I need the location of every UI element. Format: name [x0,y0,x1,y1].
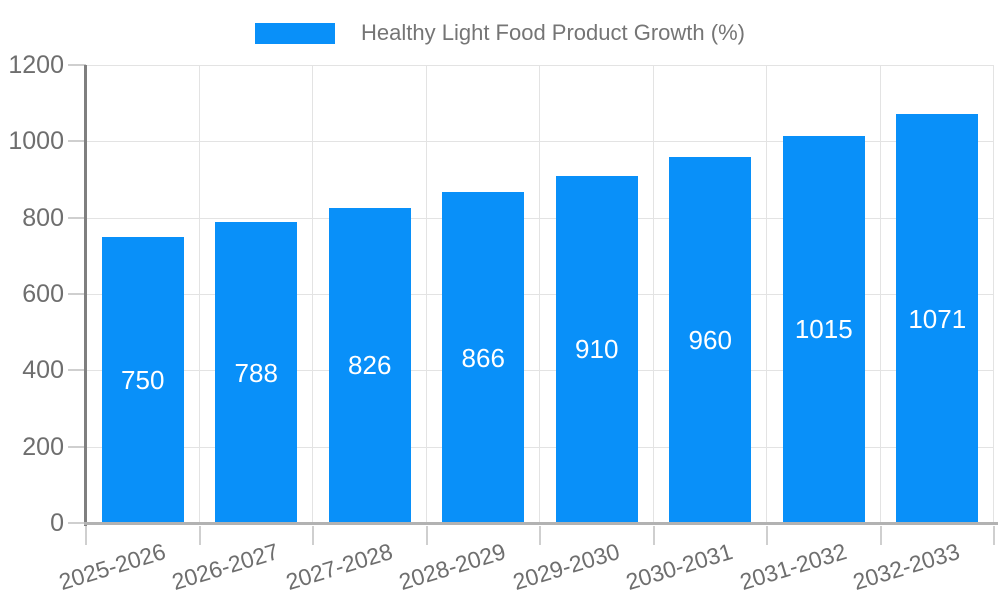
x-axis-tick [766,526,768,545]
gridline-vertical [539,65,540,523]
bar[interactable] [669,156,752,523]
y-axis-tick [68,369,86,372]
x-axis-category-label: 2031-2032 [736,538,850,596]
gridline-vertical [879,65,881,523]
x-axis-tick [425,526,428,545]
x-axis-category-label: 2025-2026 [55,538,169,596]
x-axis-category-label: 2026-2027 [169,538,282,596]
y-axis-tick-label: 200 [22,432,64,461]
bar-value-label: 910 [575,334,619,365]
y-axis-line [84,65,87,526]
x-axis-tick [198,526,201,545]
bar-value-label: 750 [121,364,165,395]
y-axis-tick-label: 800 [22,203,64,232]
x-axis-tick [312,526,314,545]
chart-legend[interactable]: Healthy Light Food Product Growth (%) [0,20,1000,46]
gridline-vertical [766,65,767,523]
x-axis-category-label: 2029-2030 [509,538,623,596]
bar[interactable] [555,175,638,523]
x-axis-category-label: 2027-2028 [282,538,396,596]
x-axis-tick [539,526,541,545]
y-axis-tick-label: 400 [22,356,64,385]
bar[interactable] [896,114,979,523]
y-axis-tick [68,216,86,219]
x-axis-tick [879,526,882,545]
x-axis-category-label: 2032-2033 [850,538,963,596]
x-axis-category-label: 2030-2031 [623,538,736,596]
legend-label: Healthy Light Food Product Growth (%) [361,20,745,45]
bar[interactable] [101,236,184,523]
gridline-vertical [425,65,427,523]
gridline-vertical [312,65,313,523]
gridline-horizontal [86,141,994,143]
y-axis-tick [68,293,86,295]
gridline-horizontal [86,446,994,448]
bar[interactable] [442,192,525,523]
legend-color-swatch [255,22,336,44]
gridline-horizontal [86,217,994,219]
bar-value-label: 1071 [908,303,967,334]
y-axis-tick-label: 0 [50,509,64,537]
bar-value-label: 826 [348,350,392,381]
y-axis-tick [68,64,86,66]
y-axis-tick [68,445,86,448]
x-axis-tick [993,526,995,545]
y-axis-tick-label: 600 [22,280,64,308]
bar[interactable] [215,222,298,523]
bar-value-label: 1015 [794,314,853,345]
x-axis-tick [85,526,87,545]
x-axis-category-label: 2028-2029 [396,538,509,596]
x-axis-tick [652,526,655,545]
y-axis-tick [68,140,86,143]
x-axis-line [84,522,998,525]
bar[interactable] [782,135,865,523]
y-axis-tick-label: 1200 [8,51,64,79]
gridline-horizontal [86,65,994,66]
plot-area: 750 788 826 866 910 960 1015 1071 [86,65,994,523]
gridline-vertical [198,65,200,523]
y-axis-tick [68,522,86,524]
gridline-horizontal [86,370,994,372]
gridline-horizontal [86,294,994,295]
gridline-vertical [652,65,654,523]
gridline-vertical [993,65,994,523]
bar-value-label: 960 [688,324,732,355]
y-axis-tick-label: 1000 [8,127,64,156]
bar[interactable] [328,207,411,523]
bar-value-label: 788 [234,357,278,388]
bar-value-label: 866 [461,342,505,373]
